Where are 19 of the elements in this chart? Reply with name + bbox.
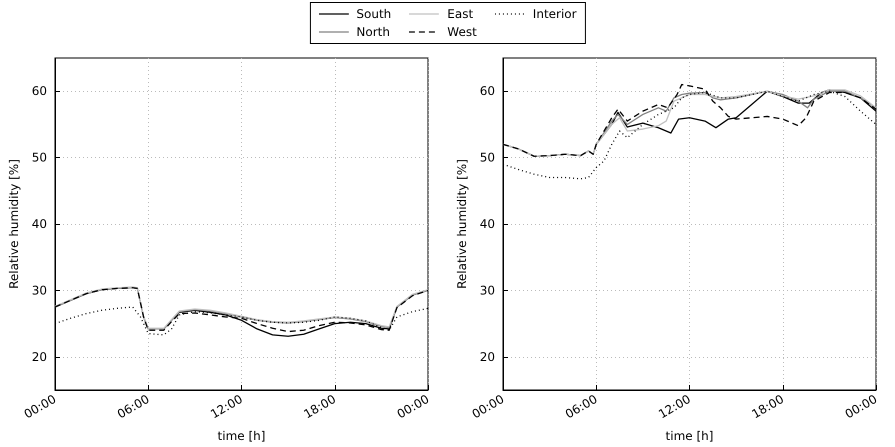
- y-tick-label: 20: [480, 350, 495, 364]
- y-tick-label: 40: [32, 217, 47, 231]
- legend-label: East: [447, 7, 474, 21]
- legend-label: Interior: [532, 7, 577, 21]
- y-tick-label: 50: [480, 150, 495, 165]
- legend-label: North: [356, 25, 390, 39]
- x-axis-title: time [h]: [218, 429, 266, 443]
- y-tick-label: 40: [480, 217, 495, 231]
- y-tick-label: 60: [32, 84, 47, 98]
- legend-label: West: [447, 25, 477, 39]
- legend-label: South: [356, 7, 392, 21]
- y-tick-label: 60: [480, 84, 495, 98]
- y-tick-label: 30: [32, 283, 47, 298]
- y-tick-label: 20: [32, 350, 47, 364]
- y-tick-label: 30: [480, 283, 495, 298]
- y-axis-title: Relative humidity [%]: [7, 159, 21, 289]
- y-tick-label: 50: [32, 150, 47, 165]
- x-axis-title: time [h]: [666, 429, 714, 443]
- y-axis-title: Relative humidity [%]: [455, 159, 469, 289]
